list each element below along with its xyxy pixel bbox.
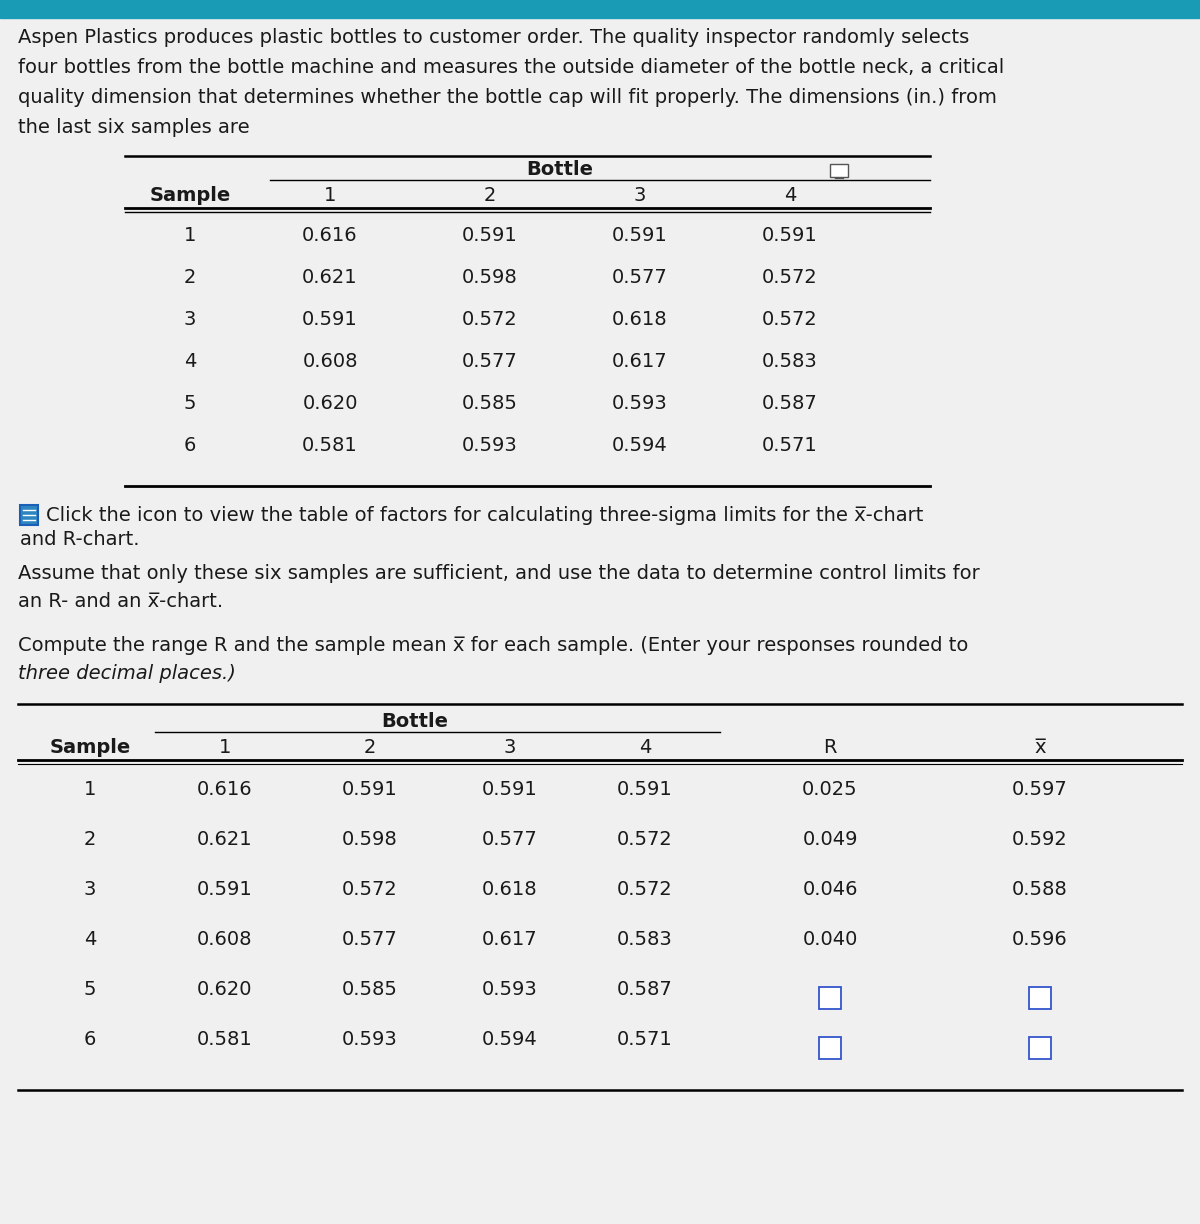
Text: 0.588: 0.588 (1012, 880, 1068, 898)
Text: 4: 4 (184, 353, 196, 371)
Text: 0.591: 0.591 (482, 780, 538, 799)
Text: 4: 4 (784, 186, 796, 204)
Text: Bottle: Bottle (382, 712, 449, 731)
Text: 6: 6 (84, 1031, 96, 1049)
Text: 3: 3 (504, 738, 516, 756)
Text: three decimal places.): three decimal places.) (18, 663, 236, 683)
Text: 0.618: 0.618 (482, 880, 538, 898)
Text: 0.621: 0.621 (197, 830, 253, 849)
Text: 0.577: 0.577 (342, 930, 398, 949)
Text: 3: 3 (184, 310, 196, 329)
Text: 0.572: 0.572 (762, 310, 818, 329)
Text: 1: 1 (84, 780, 96, 799)
Text: 0.591: 0.591 (462, 226, 518, 245)
Text: 0.616: 0.616 (302, 226, 358, 245)
Text: 0.046: 0.046 (803, 880, 858, 898)
Bar (0, 0, 1200, 18)
Text: Aspen Plastics produces plastic bottles to customer order. The quality inspector: Aspen Plastics produces plastic bottles … (18, 28, 970, 47)
Text: 0.591: 0.591 (302, 310, 358, 329)
Text: 0.025: 0.025 (802, 780, 858, 799)
Text: 0.585: 0.585 (462, 394, 518, 412)
Text: 0.591: 0.591 (617, 780, 673, 799)
Text: Sample: Sample (149, 186, 230, 204)
Text: 0.571: 0.571 (762, 436, 818, 455)
Text: 5: 5 (84, 980, 96, 999)
Text: 0.618: 0.618 (612, 310, 668, 329)
Text: 0.577: 0.577 (612, 268, 668, 286)
Text: 2: 2 (184, 268, 196, 286)
Text: 0.591: 0.591 (762, 226, 818, 245)
Text: 0.608: 0.608 (302, 353, 358, 371)
Text: Click the icon to view the table of factors for calculating three-sigma limits f: Click the icon to view the table of fact… (46, 506, 923, 525)
Text: 0.617: 0.617 (612, 353, 668, 371)
Text: 0.593: 0.593 (462, 436, 518, 455)
Bar (818, 987, 841, 1009)
Text: 0.571: 0.571 (617, 1031, 673, 1049)
Text: x̅: x̅ (1034, 738, 1045, 756)
Text: 0.591: 0.591 (612, 226, 668, 245)
Text: 0.621: 0.621 (302, 268, 358, 286)
Text: 0.620: 0.620 (197, 980, 253, 999)
Text: 0.617: 0.617 (482, 930, 538, 949)
Text: 4: 4 (84, 930, 96, 949)
Text: 0.598: 0.598 (462, 268, 518, 286)
Text: 0.581: 0.581 (197, 1031, 253, 1049)
Text: and R-chart.: and R-chart. (20, 530, 139, 550)
Text: 0.577: 0.577 (462, 353, 518, 371)
Text: 0.572: 0.572 (462, 310, 518, 329)
Text: 0.581: 0.581 (302, 436, 358, 455)
Text: 0.620: 0.620 (302, 394, 358, 412)
Text: 5: 5 (184, 394, 197, 412)
Text: 0.040: 0.040 (803, 930, 858, 949)
Text: 0.587: 0.587 (762, 394, 818, 412)
Text: 0.596: 0.596 (1012, 930, 1068, 949)
Text: 0.572: 0.572 (617, 880, 673, 898)
Text: 0.598: 0.598 (342, 830, 398, 849)
Text: 3: 3 (84, 880, 96, 898)
Bar (1030, 987, 1051, 1009)
Text: 0.572: 0.572 (617, 830, 673, 849)
Text: the last six samples are: the last six samples are (18, 118, 250, 137)
Text: an R- and an x̅-chart.: an R- and an x̅-chart. (18, 592, 223, 611)
Text: 1: 1 (218, 738, 232, 756)
Text: 0.592: 0.592 (1012, 830, 1068, 849)
Text: 3: 3 (634, 186, 646, 204)
Text: 0.572: 0.572 (342, 880, 398, 898)
Text: 0.608: 0.608 (197, 930, 253, 949)
Text: 0.593: 0.593 (482, 980, 538, 999)
Bar (830, 164, 848, 177)
Text: Bottle: Bottle (527, 160, 594, 179)
Text: 0.577: 0.577 (482, 830, 538, 849)
Text: Compute the range R and the sample mean x̅ for each sample. (Enter your response: Compute the range R and the sample mean … (18, 636, 968, 655)
Text: 0.583: 0.583 (617, 930, 673, 949)
Text: 0.587: 0.587 (617, 980, 673, 999)
Text: quality dimension that determines whether the bottle cap will fit properly. The : quality dimension that determines whethe… (18, 88, 997, 106)
Text: 2: 2 (484, 186, 496, 204)
Text: 0.616: 0.616 (197, 780, 253, 799)
Text: Assume that only these six samples are sufficient, and use the data to determine: Assume that only these six samples are s… (18, 564, 979, 583)
Text: R: R (823, 738, 836, 756)
Text: 0.049: 0.049 (803, 830, 858, 849)
Text: 0.591: 0.591 (342, 780, 398, 799)
Text: four bottles from the bottle machine and measures the outside diameter of the bo: four bottles from the bottle machine and… (18, 58, 1004, 77)
Text: 0.597: 0.597 (1012, 780, 1068, 799)
Bar (20, 506, 38, 525)
Text: 1: 1 (324, 186, 336, 204)
Text: 4: 4 (638, 738, 652, 756)
Text: 0.585: 0.585 (342, 980, 398, 999)
Text: 0.593: 0.593 (342, 1031, 398, 1049)
Bar (1030, 1037, 1051, 1059)
Text: 2: 2 (84, 830, 96, 849)
Text: 0.572: 0.572 (762, 268, 818, 286)
Text: 0.594: 0.594 (612, 436, 668, 455)
Text: 2: 2 (364, 738, 376, 756)
Text: 0.594: 0.594 (482, 1031, 538, 1049)
Text: 0.593: 0.593 (612, 394, 668, 412)
Text: Sample: Sample (49, 738, 131, 756)
Text: 0.591: 0.591 (197, 880, 253, 898)
Text: 6: 6 (184, 436, 196, 455)
Text: 1: 1 (184, 226, 196, 245)
Bar (818, 1037, 841, 1059)
Text: 0.583: 0.583 (762, 353, 818, 371)
